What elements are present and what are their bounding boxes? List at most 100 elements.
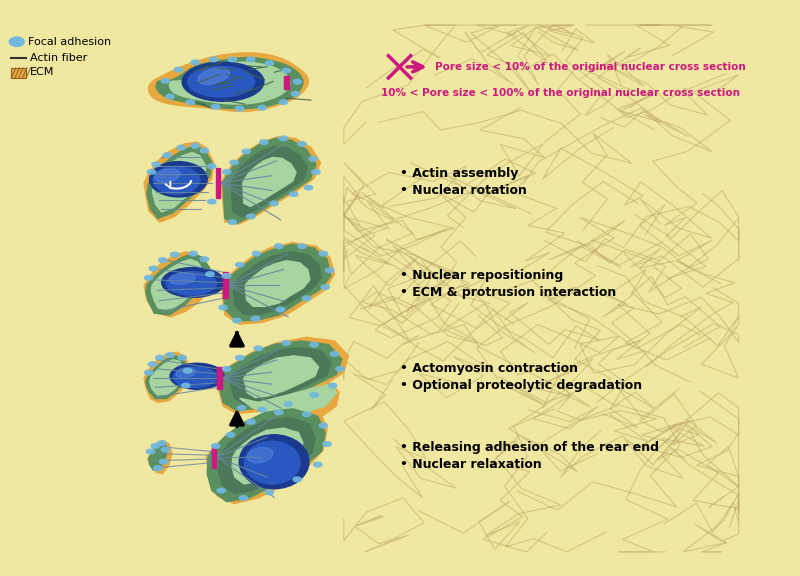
Ellipse shape	[159, 460, 168, 464]
Ellipse shape	[228, 57, 237, 62]
Ellipse shape	[293, 79, 302, 84]
Ellipse shape	[151, 444, 159, 448]
Ellipse shape	[309, 157, 318, 161]
Bar	[223, 272, 228, 298]
Polygon shape	[153, 153, 206, 212]
Ellipse shape	[174, 367, 217, 388]
Polygon shape	[215, 337, 349, 414]
Ellipse shape	[302, 412, 310, 416]
Text: • Actin assembly: • Actin assembly	[399, 167, 518, 180]
Ellipse shape	[330, 351, 338, 357]
Ellipse shape	[304, 185, 313, 190]
Ellipse shape	[186, 100, 194, 104]
Ellipse shape	[174, 67, 182, 72]
Ellipse shape	[282, 69, 290, 73]
Ellipse shape	[246, 419, 255, 424]
Ellipse shape	[208, 164, 216, 169]
Ellipse shape	[191, 60, 199, 65]
Ellipse shape	[270, 201, 278, 206]
Ellipse shape	[284, 402, 292, 407]
Ellipse shape	[189, 251, 198, 256]
Ellipse shape	[298, 142, 306, 146]
Ellipse shape	[200, 257, 209, 262]
Ellipse shape	[233, 318, 241, 323]
Ellipse shape	[156, 355, 164, 360]
Ellipse shape	[251, 316, 260, 321]
Ellipse shape	[266, 61, 274, 66]
Polygon shape	[206, 407, 327, 503]
Ellipse shape	[312, 169, 320, 174]
Ellipse shape	[154, 169, 180, 183]
Polygon shape	[246, 261, 310, 306]
Polygon shape	[230, 348, 331, 405]
Ellipse shape	[298, 244, 306, 248]
Ellipse shape	[162, 448, 170, 452]
Text: Pore size < 10% of the original nuclear cross section: Pore size < 10% of the original nuclear …	[435, 62, 746, 72]
Ellipse shape	[238, 406, 246, 410]
Ellipse shape	[222, 274, 231, 278]
Polygon shape	[144, 142, 214, 222]
Polygon shape	[156, 58, 303, 109]
Text: • Nuclear repositioning: • Nuclear repositioning	[399, 270, 562, 282]
Ellipse shape	[258, 407, 266, 412]
Ellipse shape	[211, 444, 220, 448]
Polygon shape	[149, 442, 167, 470]
Ellipse shape	[178, 355, 186, 360]
Ellipse shape	[222, 169, 231, 174]
Ellipse shape	[162, 268, 225, 297]
Ellipse shape	[310, 392, 318, 397]
Ellipse shape	[246, 214, 255, 219]
Ellipse shape	[242, 149, 250, 154]
Ellipse shape	[170, 273, 195, 285]
Ellipse shape	[310, 342, 318, 347]
Ellipse shape	[279, 100, 287, 104]
Ellipse shape	[321, 285, 330, 289]
Polygon shape	[148, 441, 172, 474]
Ellipse shape	[10, 37, 24, 47]
Ellipse shape	[329, 383, 337, 388]
Polygon shape	[251, 383, 339, 417]
Ellipse shape	[148, 362, 157, 366]
Polygon shape	[221, 242, 334, 324]
Ellipse shape	[282, 340, 290, 345]
Polygon shape	[218, 418, 315, 494]
Ellipse shape	[239, 435, 309, 488]
Ellipse shape	[291, 92, 300, 96]
Ellipse shape	[210, 57, 218, 62]
Ellipse shape	[200, 148, 209, 153]
Bar	[212, 446, 217, 468]
Polygon shape	[244, 356, 318, 397]
Polygon shape	[232, 428, 303, 484]
Text: • Nuclear relaxation: • Nuclear relaxation	[399, 458, 542, 471]
Ellipse shape	[176, 367, 196, 377]
Ellipse shape	[211, 104, 220, 109]
Polygon shape	[144, 252, 212, 317]
Ellipse shape	[266, 490, 274, 495]
Ellipse shape	[244, 441, 300, 484]
Polygon shape	[149, 53, 309, 112]
Text: Actin fiber: Actin fiber	[30, 52, 87, 63]
Ellipse shape	[191, 143, 199, 148]
Text: ECM: ECM	[30, 67, 54, 77]
Ellipse shape	[235, 355, 244, 360]
Polygon shape	[223, 138, 316, 224]
Ellipse shape	[163, 153, 171, 157]
Text: • Optional proteolytic degradation: • Optional proteolytic degradation	[399, 379, 642, 392]
Ellipse shape	[314, 462, 322, 467]
Polygon shape	[221, 137, 321, 224]
Bar	[284, 76, 289, 89]
Bar	[218, 367, 222, 389]
Polygon shape	[170, 62, 290, 104]
Ellipse shape	[170, 363, 224, 389]
Ellipse shape	[258, 105, 266, 110]
Polygon shape	[242, 157, 296, 206]
Ellipse shape	[170, 252, 179, 257]
Ellipse shape	[336, 366, 344, 371]
Ellipse shape	[246, 57, 255, 62]
Polygon shape	[151, 259, 204, 309]
Ellipse shape	[166, 94, 174, 99]
Ellipse shape	[206, 272, 214, 276]
Ellipse shape	[252, 251, 261, 256]
Polygon shape	[144, 352, 190, 402]
Text: 10% < Pore size < 100% of the original nuclear cross section: 10% < Pore size < 100% of the original n…	[381, 88, 740, 98]
